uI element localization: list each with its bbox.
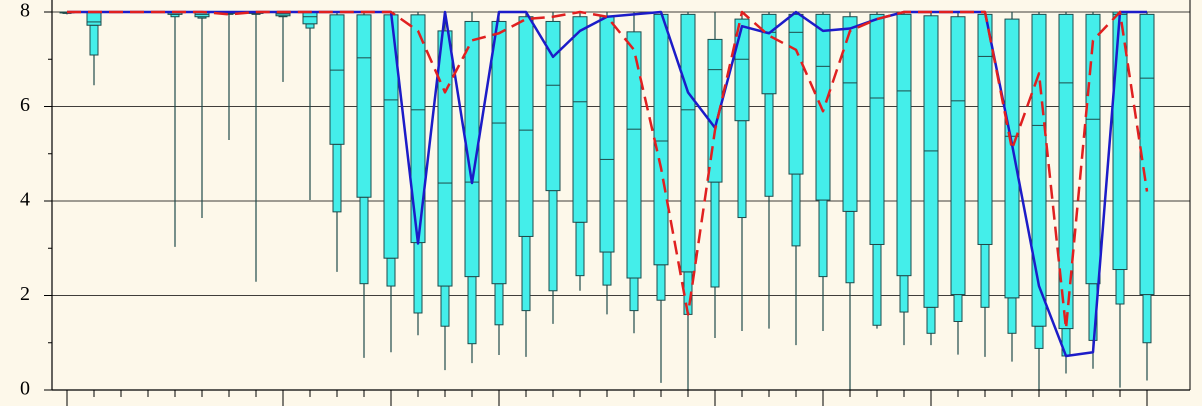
box [734,18,750,122]
box [599,16,615,253]
lines [67,10,1149,358]
box-tail [872,243,882,326]
box [572,16,588,223]
box-tail [845,210,855,284]
y-tick-label: 2 [20,283,30,305]
box-tail [818,199,828,278]
box [788,13,804,175]
box [761,13,777,95]
box-tail [764,93,774,197]
box-tail [386,257,396,287]
box-tail [1034,325,1044,349]
box-tail [494,283,504,326]
box-tail [899,275,909,313]
box [1004,18,1020,299]
box-tail [548,190,558,292]
box-tail [953,294,963,322]
box [329,14,345,145]
y-tick-label: 4 [20,189,30,211]
box-tail [305,23,315,29]
box-tail [710,181,720,288]
y-tick-label: 0 [20,378,30,400]
box [626,31,642,279]
box-tail [89,24,99,56]
box [923,15,939,308]
box-tail [656,264,666,301]
box [815,13,831,201]
y-tick-label: 6 [20,94,30,116]
box-tail [926,306,936,334]
box [356,14,372,198]
box-tail [575,221,585,277]
series-line [67,10,1149,330]
marks [59,11,1155,390]
box-tail [1115,269,1125,305]
box-tail [467,276,477,345]
box-tail [521,235,531,312]
box-tail [332,143,342,213]
box [1058,13,1074,330]
box [869,13,885,245]
box [518,16,534,237]
box-tail [980,243,990,308]
box-tail [359,196,369,285]
box [680,13,696,273]
box [1031,13,1047,327]
box-tail [629,277,639,312]
box [86,11,102,26]
box [653,13,669,266]
box [950,16,966,296]
box-tail [1142,294,1152,344]
box [977,13,993,245]
box [896,13,912,277]
box-tail [791,173,801,247]
box-tail [440,285,450,327]
box [842,16,858,212]
box [1139,13,1155,296]
box [491,20,507,285]
box [1085,13,1101,285]
box-tail [413,242,423,314]
box [545,20,561,192]
box-tail [737,120,747,219]
box-tail [1007,297,1017,334]
box-tail [602,251,612,286]
y-tick-label: 8 [20,0,30,22]
box [464,20,480,278]
box [302,11,318,25]
box [437,30,453,287]
